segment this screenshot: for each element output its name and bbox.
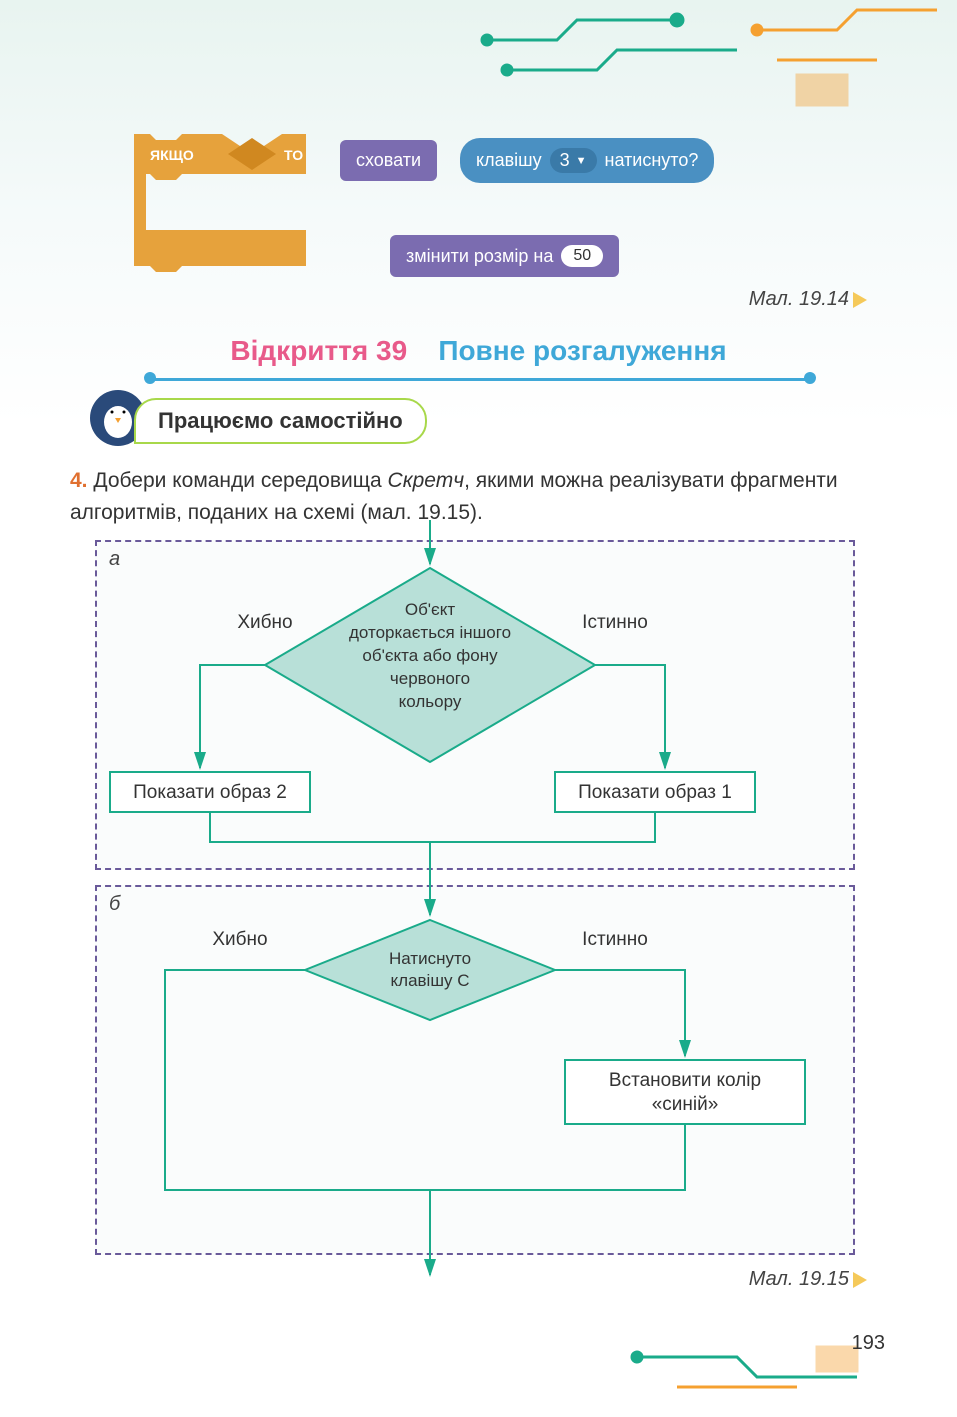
svg-text:Хибно: Хибно <box>212 929 267 950</box>
circuit-bottom-decoration <box>617 1327 957 1417</box>
page-number: 193 <box>852 1332 885 1355</box>
section-header: Працюємо самостійно <box>90 398 470 442</box>
scratch-key-block: клавішу 3 ▼ натиснуто? <box>460 138 714 183</box>
title-dot-left <box>144 372 156 384</box>
svg-text:Об'єкт: Об'єкт <box>405 600 456 619</box>
svg-text:Хибно: Хибно <box>237 612 292 633</box>
svg-text:Істинно: Істинно <box>582 612 648 633</box>
svg-text:Натиснуто: Натиснуто <box>389 949 471 968</box>
hide-label: сховати <box>356 150 421 171</box>
title-left: Відкриття 39 <box>230 335 407 366</box>
title-underline <box>150 378 810 381</box>
diamond-a <box>265 568 595 762</box>
svg-text:Істинно: Істинно <box>582 929 648 950</box>
figure-caption-1915: Мал. 19.15 <box>749 1268 867 1291</box>
svg-text:Показати образ 1: Показати образ 1 <box>578 782 732 803</box>
flowchart-svg: Об'єкт доторкається іншого об'єкта або ф… <box>95 520 855 1280</box>
svg-text:«синій»: «синій» <box>652 1094 719 1115</box>
svg-text:ЯКЩО: ЯКЩО <box>150 147 194 163</box>
size-value: 50 <box>561 245 603 267</box>
svg-text:клавішу С: клавішу С <box>391 971 470 990</box>
section-badge: Працюємо самостійно <box>134 398 427 444</box>
task-number: 4. <box>70 469 88 492</box>
scratch-if-block: ЯКЩО ТО <box>130 130 310 280</box>
figure-caption-1914: Мал. 19.14 <box>749 288 867 311</box>
section-title: Відкриття 39 Повне розгалуження <box>0 335 957 367</box>
svg-text:кольору: кольору <box>399 692 462 711</box>
svg-text:Встановити колір: Встановити колір <box>609 1070 761 1091</box>
scratch-hide-block: сховати <box>340 140 437 181</box>
task-italic: Скретч <box>388 469 465 492</box>
svg-text:ТО: ТО <box>284 147 303 163</box>
circuit-top-decoration <box>477 0 957 120</box>
size-prefix: змінити розмір на <box>406 246 553 267</box>
title-dot-right <box>804 372 816 384</box>
svg-text:червоного: червоного <box>390 669 470 688</box>
task-text-1: Добери команди середовища <box>93 469 387 492</box>
key-dropdown: 3 ▼ <box>550 148 597 173</box>
title-right: Повне розгалуження <box>438 335 726 366</box>
diamond-b <box>305 920 555 1020</box>
key-prefix: клавішу <box>476 150 542 171</box>
scratch-size-block: змінити розмір на 50 <box>390 235 619 277</box>
svg-text:Показати образ 2: Показати образ 2 <box>133 782 287 803</box>
key-suffix: натиснуто? <box>605 150 699 171</box>
scratch-blocks-figure: ЯКЩО ТО сховати клавішу 3 ▼ натиснуто? з… <box>130 130 870 290</box>
svg-text:об'єкта або фону: об'єкта або фону <box>362 646 498 665</box>
svg-text:доторкається іншого: доторкається іншого <box>349 623 511 642</box>
task-4: 4. Добери команди середовища Скретч, яки… <box>70 465 880 528</box>
